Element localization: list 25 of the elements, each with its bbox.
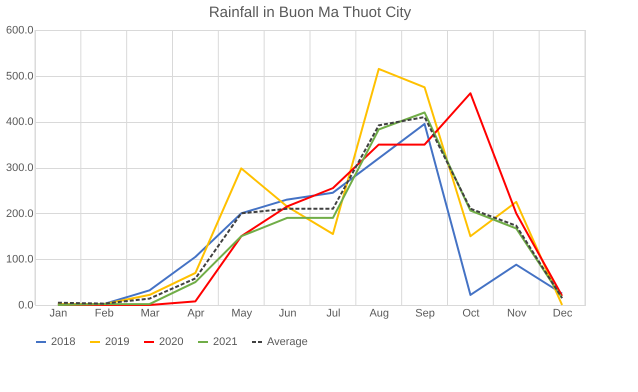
y-tick-label: 100.0 [6, 254, 34, 266]
x-tick-label: Jul [326, 308, 340, 320]
y-tick-label: 600.0 [6, 24, 34, 36]
x-tick-label: May [231, 308, 253, 320]
legend-label: 2021 [213, 336, 238, 348]
x-tick-label: Oct [462, 308, 480, 320]
x-tick-label: Jan [50, 308, 68, 320]
x-tick-label: Mar [140, 308, 160, 320]
y-tick-label: 300.0 [6, 162, 34, 174]
y-tick-label: 0.0 [18, 300, 34, 312]
legend-label: 2018 [51, 336, 76, 348]
x-tick-label: Feb [94, 308, 114, 320]
x-tick-label: Aug [369, 308, 390, 320]
chart-title: Rainfall in Buon Ma Thuot City [208, 4, 412, 21]
x-tick-label: Dec [552, 308, 573, 320]
legend-label: Average [267, 336, 308, 348]
x-tick-label: Apr [187, 308, 205, 320]
x-tick-label: Sep [415, 308, 435, 320]
y-tick-label: 200.0 [6, 208, 34, 220]
x-tick-label: Jun [278, 308, 296, 320]
y-tick-label: 400.0 [6, 116, 34, 128]
y-tick-label: 500.0 [6, 70, 34, 82]
legend-label: 2020 [159, 336, 184, 348]
x-tick-label: Nov [506, 308, 528, 320]
legend-label: 2019 [105, 336, 130, 348]
